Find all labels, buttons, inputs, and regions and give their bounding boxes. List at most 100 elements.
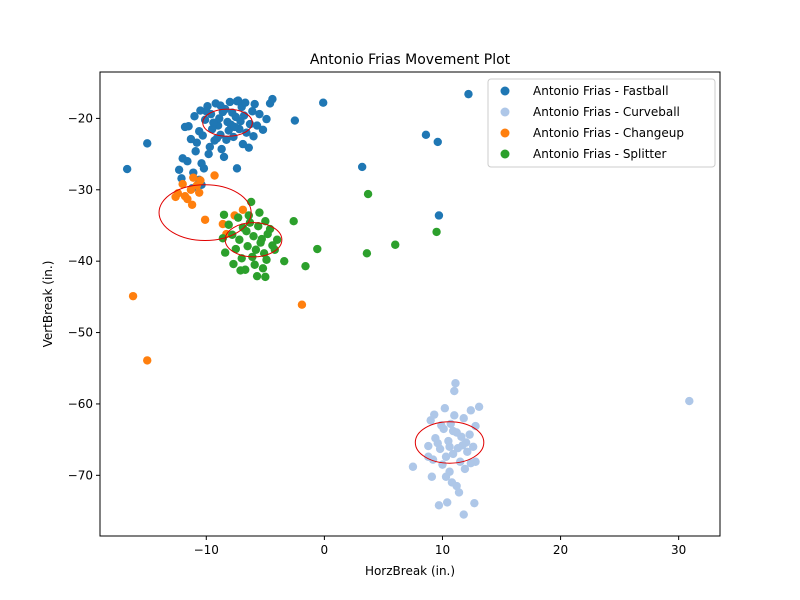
data-point bbox=[362, 249, 372, 258]
data-point bbox=[424, 441, 433, 451]
legend-item: Antonio Frias - Fastball bbox=[500, 84, 669, 98]
data-point bbox=[171, 192, 180, 202]
data-point bbox=[445, 442, 454, 451]
data-point bbox=[230, 122, 239, 132]
data-point bbox=[244, 211, 253, 220]
data-point bbox=[217, 144, 226, 154]
data-point bbox=[228, 108, 237, 117]
data-point bbox=[236, 117, 245, 126]
data-point bbox=[468, 442, 478, 451]
data-point bbox=[460, 464, 470, 474]
data-point bbox=[450, 386, 459, 396]
data-point bbox=[452, 481, 461, 491]
data-point bbox=[450, 411, 459, 420]
data-point bbox=[421, 130, 431, 140]
data-point bbox=[210, 171, 219, 180]
data-point bbox=[424, 452, 433, 461]
data-point bbox=[268, 94, 277, 104]
data-point bbox=[250, 260, 259, 269]
data-point bbox=[463, 447, 472, 456]
data-point bbox=[465, 430, 474, 439]
data-point bbox=[238, 205, 248, 214]
data-point bbox=[243, 241, 252, 251]
data-point bbox=[440, 404, 450, 413]
data-point bbox=[252, 271, 262, 281]
data-point bbox=[262, 114, 271, 124]
data-point bbox=[187, 200, 197, 209]
data-point bbox=[229, 132, 238, 142]
data-point bbox=[195, 188, 204, 197]
x-tick-label: 10 bbox=[435, 543, 450, 557]
data-point bbox=[474, 402, 484, 411]
data-point bbox=[200, 215, 210, 224]
data-point bbox=[225, 97, 235, 107]
data-point bbox=[248, 107, 257, 116]
y-tick-label: −70 bbox=[68, 468, 93, 482]
data-point bbox=[207, 124, 217, 134]
legend-label: Antonio Frias - Fastball bbox=[533, 84, 669, 98]
data-point bbox=[122, 164, 132, 174]
data-point bbox=[433, 439, 442, 448]
data-point bbox=[196, 176, 205, 185]
data-point bbox=[464, 89, 473, 99]
data-point bbox=[357, 162, 367, 172]
data-point bbox=[466, 406, 476, 415]
data-point bbox=[143, 139, 152, 148]
data-point bbox=[219, 152, 229, 162]
data-point bbox=[222, 135, 231, 145]
data-point bbox=[212, 134, 222, 143]
data-point bbox=[434, 211, 444, 220]
data-point bbox=[457, 432, 466, 441]
data-point bbox=[433, 137, 442, 147]
legend-item: Antonio Frias - Changeup bbox=[500, 126, 684, 140]
data-point bbox=[190, 112, 199, 121]
data-point bbox=[224, 220, 233, 229]
series-3 bbox=[218, 189, 441, 282]
data-point bbox=[186, 134, 196, 144]
data-point bbox=[178, 179, 187, 189]
data-point bbox=[244, 143, 253, 152]
data-point bbox=[448, 449, 458, 459]
data-point bbox=[438, 460, 447, 469]
cluster-ellipse bbox=[158, 184, 252, 241]
data-point bbox=[301, 261, 310, 271]
data-point bbox=[198, 131, 207, 140]
data-point bbox=[205, 142, 215, 152]
data-point bbox=[443, 498, 452, 507]
cluster-ellipses bbox=[158, 108, 485, 464]
x-axis: −10 0 10 20 30 bbox=[194, 536, 686, 557]
data-point bbox=[252, 121, 262, 130]
legend-marker bbox=[500, 128, 510, 138]
legend-marker bbox=[500, 149, 510, 159]
x-tick-label: 20 bbox=[553, 543, 568, 557]
data-point bbox=[363, 189, 373, 199]
data-point bbox=[257, 234, 266, 244]
data-point bbox=[408, 462, 418, 471]
x-tick-label: −10 bbox=[194, 543, 219, 557]
data-point bbox=[441, 452, 451, 461]
legend-label: Antonio Frias - Changeup bbox=[533, 126, 684, 140]
legend-marker bbox=[500, 86, 510, 96]
data-point bbox=[128, 291, 138, 301]
data-point bbox=[215, 114, 224, 123]
data-point bbox=[459, 510, 468, 519]
data-point bbox=[453, 444, 463, 453]
y-tick-label: −20 bbox=[68, 111, 93, 125]
data-point bbox=[289, 216, 298, 226]
y-axis: −20 −30 −40 −50 −60 −70 bbox=[68, 111, 100, 482]
legend: Antonio Frias - Fastball Antonio Frias - … bbox=[487, 78, 716, 168]
legend-label: Antonio Frias - Splitter bbox=[533, 147, 667, 161]
y-axis-label: VertBreak (in.) bbox=[41, 261, 55, 348]
data-point bbox=[685, 396, 694, 406]
data-point bbox=[143, 356, 152, 365]
cluster-ellipse bbox=[202, 108, 253, 137]
data-point bbox=[204, 149, 213, 159]
data-point bbox=[448, 426, 458, 436]
data-point bbox=[313, 244, 322, 254]
cluster-ellipse bbox=[224, 222, 283, 258]
data-point bbox=[251, 245, 261, 254]
x-tick-label: 30 bbox=[671, 543, 686, 557]
data-point bbox=[272, 235, 282, 244]
data-point bbox=[233, 96, 243, 105]
